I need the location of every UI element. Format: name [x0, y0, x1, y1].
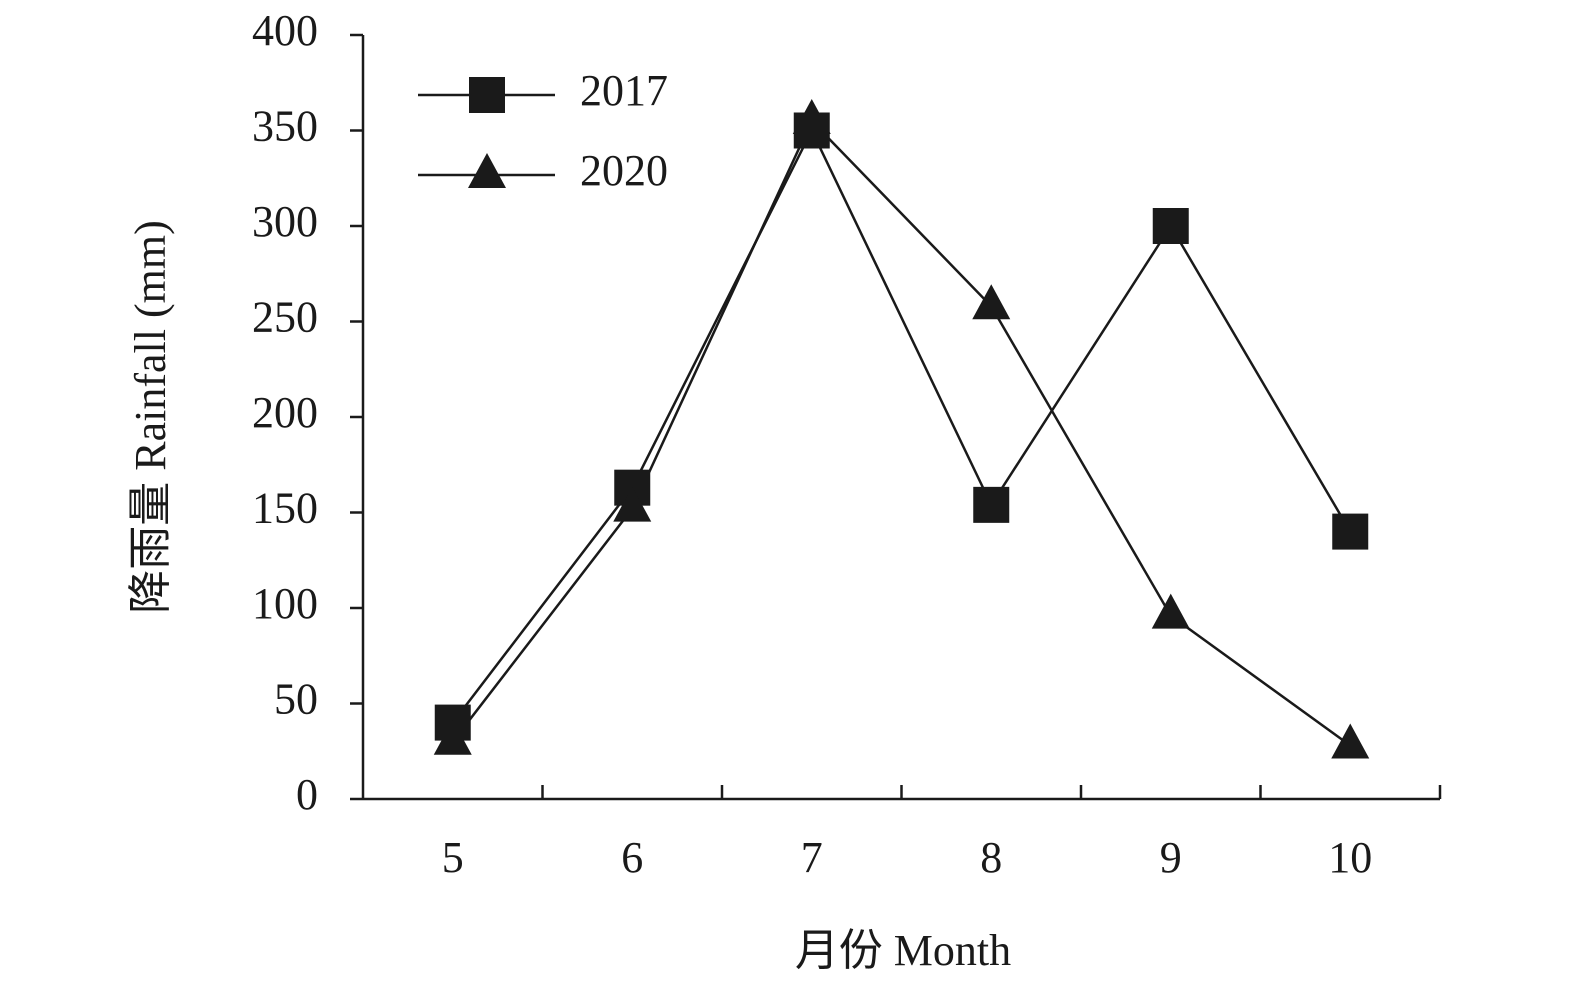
x-tick-label: 8: [980, 833, 1002, 882]
y-tick-label: 400: [252, 6, 318, 55]
y-tick-label: 150: [252, 484, 318, 533]
y-tick-label: 0: [296, 770, 318, 819]
marker: [973, 486, 1010, 523]
marker: [1151, 593, 1190, 629]
y-tick-label: 50: [274, 675, 318, 724]
marker: [792, 98, 831, 134]
x-axis-label: 月份 Month: [795, 926, 1011, 975]
marker: [433, 719, 472, 755]
y-tick-label: 250: [252, 293, 318, 342]
legend-label: 2017: [580, 66, 668, 115]
y-tick-label: 100: [252, 579, 318, 628]
y-axis-label: 降雨量 Rainfall (mm): [126, 220, 175, 614]
marker: [1332, 513, 1369, 550]
series-line: [451, 118, 1351, 747]
marker: [469, 77, 505, 113]
x-tick-label: 5: [442, 833, 464, 882]
x-tick-label: 9: [1160, 833, 1182, 882]
marker: [613, 486, 652, 522]
y-tick-label: 350: [252, 102, 318, 151]
x-tick-label: 6: [621, 833, 643, 882]
legend-label: 2020: [580, 146, 668, 195]
y-tick-label: 200: [252, 388, 318, 437]
marker: [1331, 723, 1370, 759]
y-tick-label: 300: [252, 197, 318, 246]
marker: [1152, 208, 1189, 244]
x-tick-label: 7: [801, 833, 823, 882]
marker: [468, 153, 506, 188]
x-tick-label: 10: [1328, 833, 1372, 882]
marker: [972, 284, 1011, 320]
series-line: [451, 127, 1352, 724]
